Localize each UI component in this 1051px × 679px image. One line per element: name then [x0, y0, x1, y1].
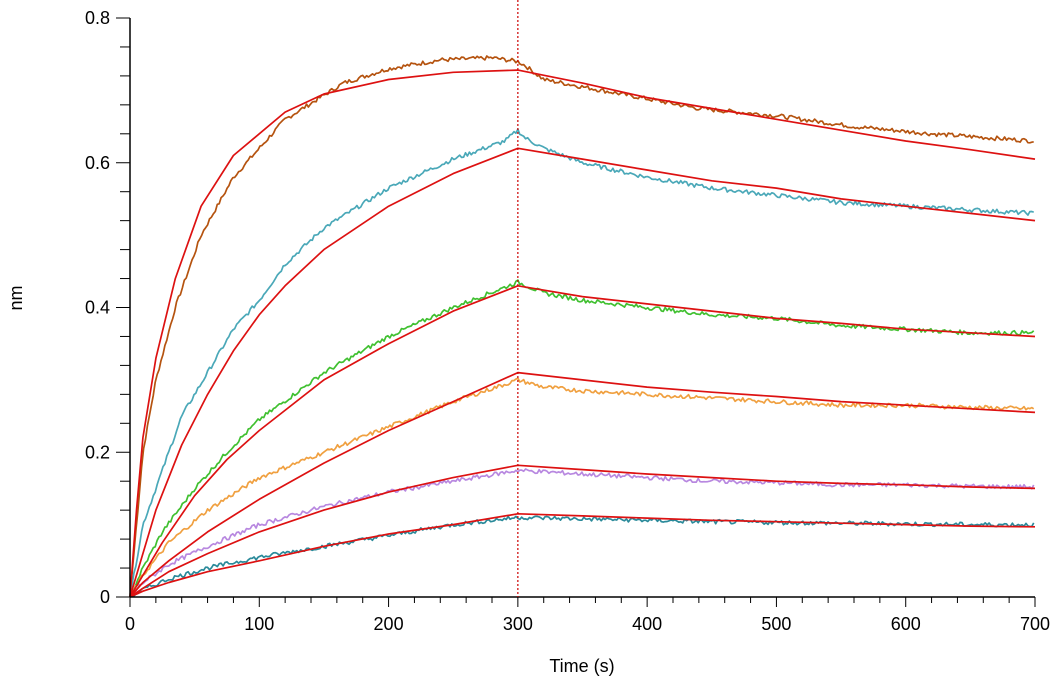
y-tick-label: 0.8	[85, 8, 110, 28]
y-tick-label: 0.2	[85, 442, 110, 462]
x-tick-label: 500	[761, 614, 791, 634]
y-axis-ticks: 0 0.2 0.4 0.6 0.8	[85, 8, 130, 607]
x-tick-label: 700	[1020, 614, 1050, 634]
measured-trace	[129, 279, 1035, 598]
fit-curve	[129, 147, 1036, 598]
plot-series-group	[129, 55, 1036, 598]
fit-curve	[129, 464, 1036, 598]
fit-curve	[129, 284, 1036, 598]
x-tick-label: 400	[632, 614, 662, 634]
y-axis-title: nm	[6, 285, 26, 310]
measured-trace	[129, 128, 1034, 598]
x-axis-ticks: 0 100 200 300 400 500 600 700	[125, 597, 1050, 634]
fit-curve	[129, 69, 1036, 598]
y-tick-label: 0.6	[85, 153, 110, 173]
x-tick-label: 0	[125, 614, 135, 634]
measured-trace	[129, 55, 1034, 598]
x-axis-title: Time (s)	[549, 656, 614, 676]
x-tick-label: 600	[891, 614, 921, 634]
y-tick-label: 0	[100, 587, 110, 607]
x-tick-label: 300	[503, 614, 533, 634]
x-tick-label: 200	[374, 614, 404, 634]
y-tick-label: 0.4	[85, 298, 110, 318]
x-tick-label: 100	[244, 614, 274, 634]
measured-trace	[129, 377, 1035, 598]
measured-trace	[129, 468, 1035, 598]
measured-trace	[129, 515, 1035, 598]
